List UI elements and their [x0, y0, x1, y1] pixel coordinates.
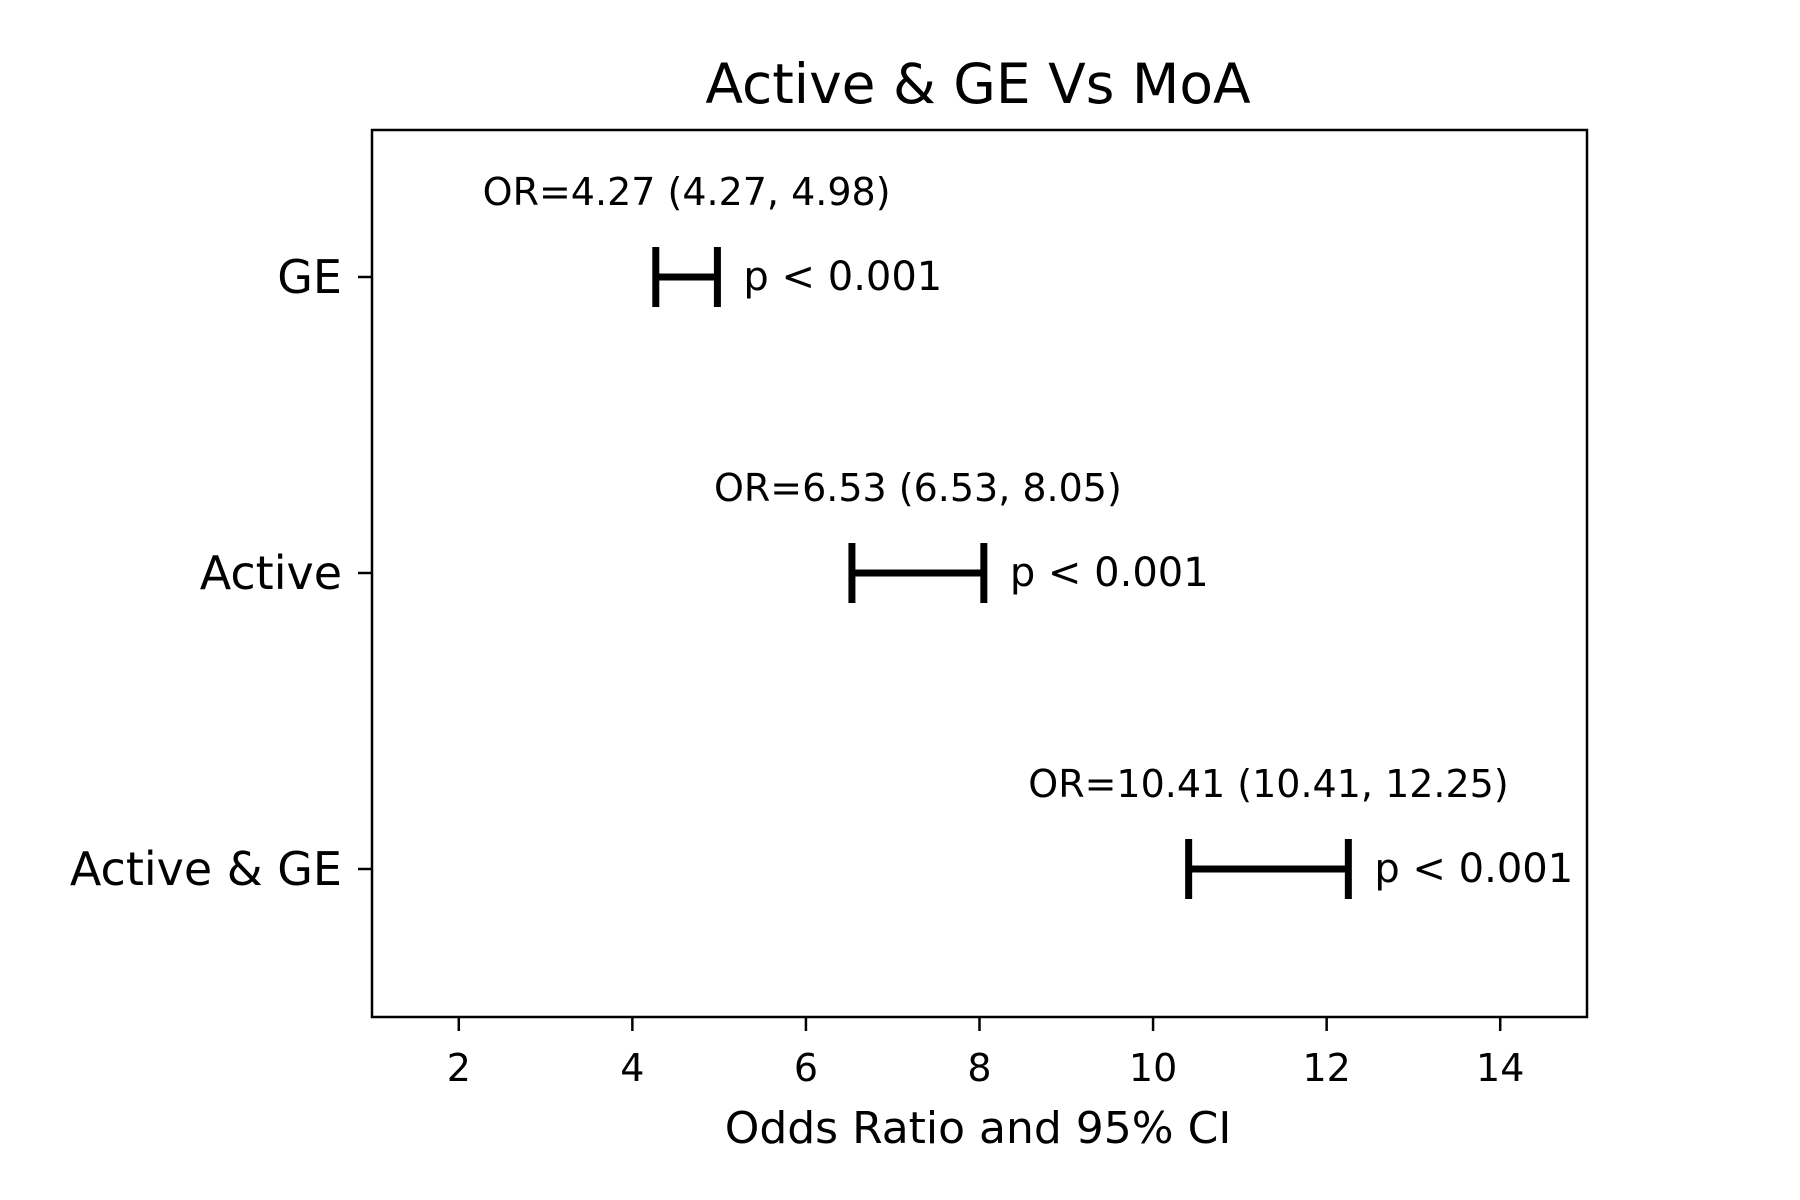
or-annotation: OR=4.27 (4.27, 4.98) — [483, 170, 891, 214]
or-annotation: OR=6.53 (6.53, 8.05) — [714, 466, 1122, 510]
y-tick-label: GE — [277, 250, 342, 304]
y-tick-label: Active & GE — [70, 842, 342, 896]
p-value-annotation: p < 0.001 — [1374, 846, 1573, 892]
chart-title: Active & GE Vs MoA — [705, 52, 1251, 116]
x-tick-label: 8 — [967, 1046, 991, 1090]
or-annotation: OR=10.41 (10.41, 12.25) — [1028, 762, 1508, 806]
x-axis: 2 4 6 8 10 12 14 — [447, 1017, 1524, 1090]
p-value-annotation: p < 0.001 — [1010, 550, 1209, 596]
y-axis: GE Active Active & GE — [70, 250, 372, 896]
p-value-annotation: p < 0.001 — [743, 254, 942, 300]
x-tick-label: 14 — [1476, 1046, 1524, 1090]
y-tick-label: Active — [200, 546, 342, 600]
x-tick-label: 12 — [1302, 1046, 1350, 1090]
ci-markers: OR=4.27 (4.27, 4.98) p < 0.001 OR=6.53 (6.… — [483, 170, 1573, 899]
x-tick-label: 6 — [794, 1046, 818, 1090]
x-tick-label: 4 — [620, 1046, 644, 1090]
x-tick-label: 2 — [447, 1046, 471, 1090]
x-axis-label: Odds Ratio and 95% CI — [725, 1103, 1232, 1154]
x-tick-label: 10 — [1129, 1046, 1177, 1090]
